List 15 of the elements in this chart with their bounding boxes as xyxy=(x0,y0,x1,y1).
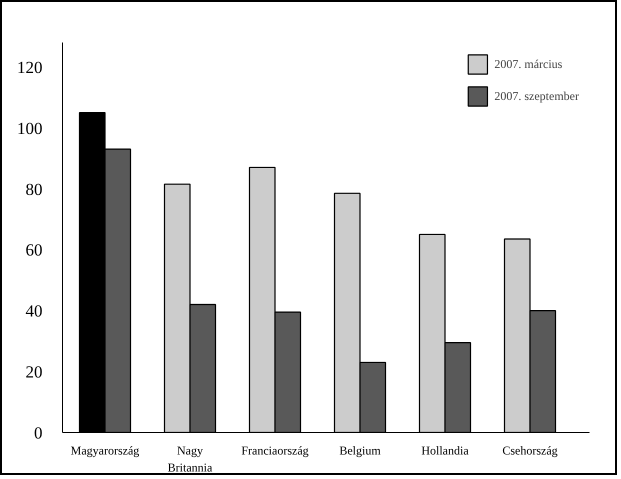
x-tick-label: Csehország xyxy=(502,444,558,458)
y-tick-label: 120 xyxy=(17,58,42,77)
y-tick-label: 0 xyxy=(34,424,42,442)
x-tick-label: Franciaország xyxy=(241,444,309,458)
x-tick-label: Hollandia xyxy=(421,444,470,458)
x-tick-label: Nagy Britannia xyxy=(168,444,213,474)
y-tick-label: 100 xyxy=(17,118,42,138)
x-tick-label: Belgium xyxy=(339,444,382,458)
y-tick-label: 20 xyxy=(26,362,42,382)
legend-label: 2007. március xyxy=(494,56,562,72)
y-tick-label: 80 xyxy=(26,180,42,199)
y-tick-label: 60 xyxy=(26,240,42,260)
y-tick-label: 40 xyxy=(26,302,42,321)
legend-label: 2007. szeptember xyxy=(494,88,579,104)
x-tick-label: Magyarország xyxy=(70,444,140,458)
